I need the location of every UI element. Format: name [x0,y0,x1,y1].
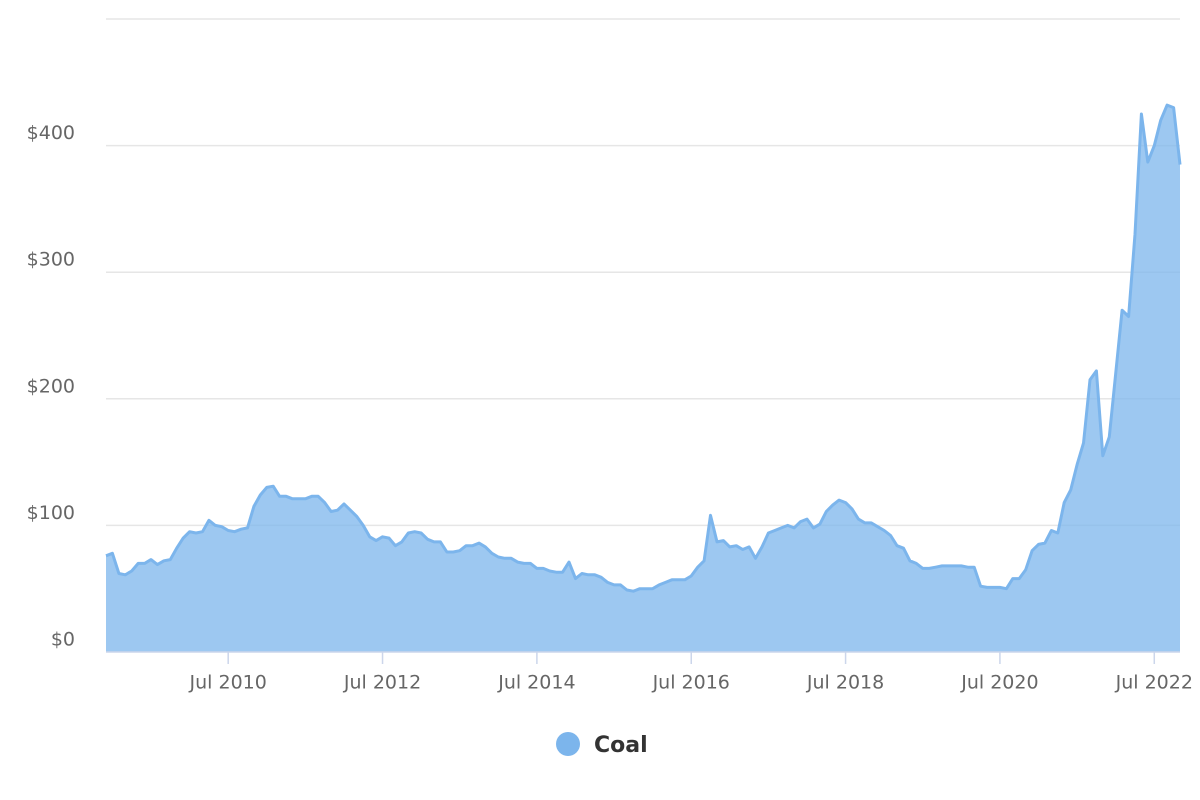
legend-label[interactable]: Coal [594,733,648,758]
legend-marker [556,732,580,756]
line [105,103,1182,593]
area [106,105,1180,653]
x-tick-label: Jul 2012 [343,672,421,694]
y-tick-label: $300 [27,249,75,271]
x-tick-label: Jul 2014 [497,672,575,694]
y-tick-label: $0 [51,629,75,651]
y-tick-label: $100 [27,502,75,524]
x-tick-label: Jul 2018 [806,672,884,694]
y-tick-label: $400 [27,122,75,144]
x-tick-label: Jul 2010 [189,672,267,694]
y-tick-label: $200 [27,375,75,397]
x-tick-label: Jul 2022 [1115,672,1193,694]
x-tick-label: Jul 2016 [652,672,730,694]
x-tick-label: Jul 2020 [960,672,1038,694]
